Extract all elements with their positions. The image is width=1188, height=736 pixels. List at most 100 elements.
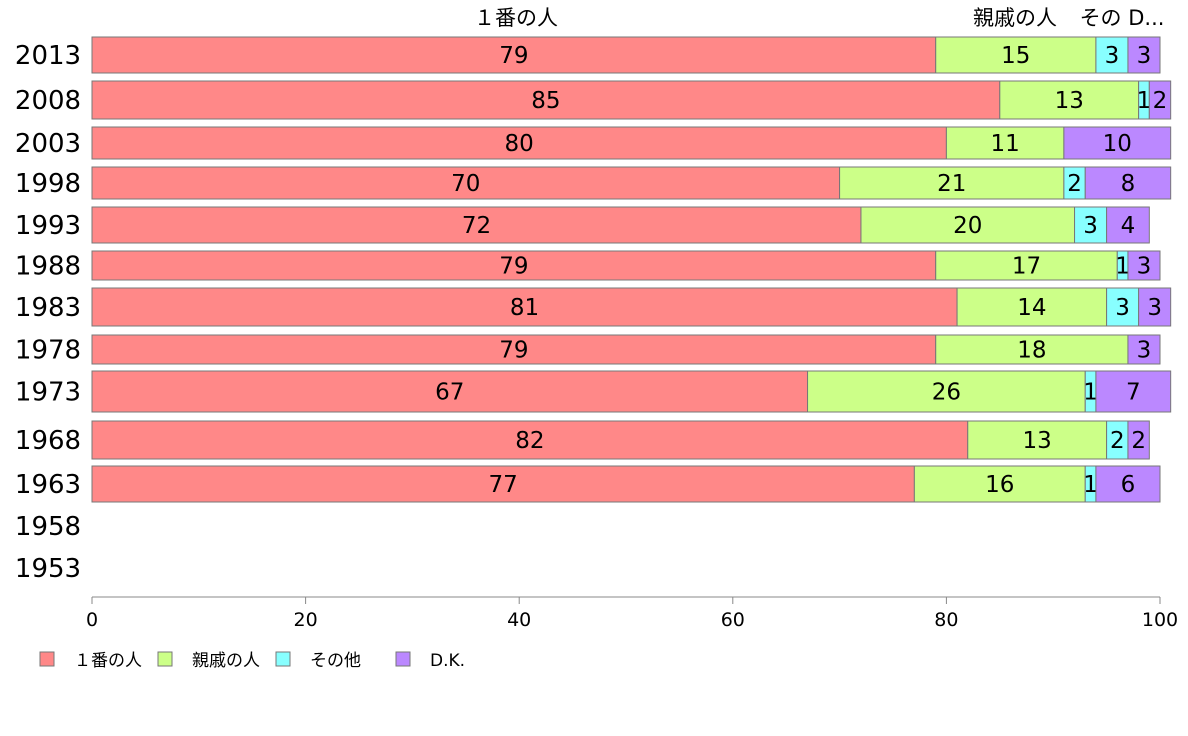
bar-segment-1998-1: [91, 166, 841, 200]
data-label-1993-1: 72: [462, 213, 491, 239]
data-label-1983-3: 3: [1115, 295, 1130, 321]
bar-segment-1978-4: [1127, 334, 1161, 365]
bar-segment-1968-4: [1127, 420, 1150, 460]
data-label-1993-4: 4: [1121, 213, 1136, 239]
column-header-other: その D...: [1080, 6, 1165, 30]
data-label-2008-4: 2: [1153, 88, 1168, 114]
data-label-1963-1: 77: [489, 472, 518, 498]
category-label-1983: 1983: [15, 293, 81, 323]
category-label-1968: 1968: [15, 426, 81, 456]
data-label-1968-2: 13: [1023, 428, 1052, 454]
data-label-1968-3: 2: [1110, 428, 1125, 454]
data-label-1973-4: 7: [1126, 380, 1141, 406]
bar-segment-2003-4: [1063, 126, 1172, 160]
bar-segment-2008-2: [999, 80, 1140, 120]
category-label-1988: 1988: [15, 252, 81, 282]
data-label-2013-2: 15: [1001, 43, 1030, 69]
bar-segment-1988-2: [935, 250, 1118, 281]
x-tick-label: 80: [934, 609, 958, 631]
x-tick-label: 20: [294, 609, 318, 631]
legend-swatch-4: [395, 651, 411, 667]
category-label-1963: 1963: [15, 470, 81, 500]
bar-segment-1988-1: [91, 250, 937, 281]
data-label-1963-4: 6: [1121, 472, 1136, 498]
data-label-2008-2: 13: [1055, 88, 1084, 114]
data-label-1963-2: 16: [985, 472, 1014, 498]
category-label-2003: 2003: [15, 129, 81, 159]
data-label-1988-2: 17: [1012, 254, 1041, 280]
data-label-1988-3: 1: [1115, 254, 1130, 280]
category-label-1993: 1993: [15, 211, 81, 241]
data-label-2003-1: 80: [505, 131, 534, 157]
data-label-1978-4: 3: [1137, 338, 1152, 364]
data-label-1998-2: 21: [937, 171, 966, 197]
data-label-1963-3: 1: [1083, 472, 1098, 498]
category-label-1978: 1978: [15, 336, 81, 366]
data-label-2003-2: 11: [990, 131, 1019, 157]
data-label-1973-3: 1: [1083, 380, 1098, 406]
legend-label-2: 親戚の人: [192, 651, 260, 671]
bar-segment-1963-1: [91, 465, 915, 503]
bar-segment-1983-3: [1106, 287, 1140, 327]
bar-segment-1973-1: [91, 370, 809, 413]
category-label-1958: 1958: [15, 512, 81, 542]
bar-segment-2013-4: [1127, 36, 1161, 74]
category-label-2008: 2008: [15, 86, 81, 116]
bar-segment-1993-4: [1106, 206, 1150, 244]
bar-segment-2003-2: [945, 126, 1065, 160]
category-label-1973: 1973: [15, 378, 81, 408]
x-tick-label: 100: [1142, 609, 1178, 631]
bar-segment-1998-4: [1084, 166, 1172, 200]
bar-segment-1968-1: [91, 420, 969, 460]
x-tick-label: 40: [507, 609, 531, 631]
data-label-1983-2: 14: [1017, 295, 1046, 321]
data-label-2008-1: 85: [531, 88, 560, 114]
data-label-1968-1: 82: [515, 428, 544, 454]
data-label-1993-3: 3: [1083, 213, 1098, 239]
data-label-2003-4: 10: [1103, 131, 1132, 157]
bar-segment-1993-3: [1074, 206, 1108, 244]
bar-segment-1998-2: [839, 166, 1065, 200]
bar-segment-2013-2: [935, 36, 1097, 74]
data-label-1998-4: 8: [1121, 171, 1136, 197]
legend-label-3: その他: [310, 651, 361, 671]
x-tick-label: 0: [86, 609, 98, 631]
legend-swatch-1: [39, 651, 55, 667]
data-label-1983-1: 81: [510, 295, 539, 321]
legend-label-1: １番の人: [74, 651, 142, 671]
data-label-2008-3: 1: [1137, 88, 1152, 114]
data-label-2013-3: 3: [1105, 43, 1120, 69]
data-label-1983-4: 3: [1147, 295, 1162, 321]
column-header-relatives: 親戚の人: [973, 6, 1057, 30]
bar-segment-1983-1: [91, 287, 958, 327]
x-tick-label: 60: [721, 609, 745, 631]
data-label-1998-1: 70: [451, 171, 480, 197]
bar-segment-2008-4: [1148, 80, 1172, 120]
legend: １番の人 親戚の人 その他 D.K.: [39, 651, 465, 671]
bar-segment-2013-3: [1095, 36, 1129, 74]
legend-label-4: D.K.: [430, 651, 465, 671]
bar-segment-1963-2: [913, 465, 1086, 503]
category-label-1953: 1953: [15, 554, 81, 584]
column-headers: １番の人 親戚の人 その D...: [474, 6, 1164, 30]
bar-segment-2013-1: [91, 36, 937, 74]
category-labels: 2013 2008 2003 1998 1993 1988 1983 1978 1973 1968…: [15, 41, 81, 584]
bar-segment-1993-2: [860, 206, 1076, 244]
category-label-1998: 1998: [15, 169, 81, 199]
legend-swatch-3: [275, 651, 291, 667]
bar-segment-2008-1: [91, 80, 1001, 120]
data-label-1973-2: 26: [932, 380, 961, 406]
bar-segment-1973-4: [1095, 370, 1172, 413]
bar-segment-1963-4: [1095, 465, 1161, 503]
legend-swatch-2: [157, 651, 173, 667]
bar-segment-1978-1: [91, 334, 937, 365]
bar-segment-1978-2: [935, 334, 1129, 365]
data-label-1978-1: 79: [499, 338, 528, 364]
data-label-1988-4: 3: [1137, 254, 1152, 280]
data-label-1978-2: 18: [1017, 338, 1046, 364]
bar-segment-1983-4: [1138, 287, 1172, 327]
data-label-2013-4: 3: [1137, 43, 1152, 69]
data-label-1968-4: 2: [1131, 428, 1146, 454]
